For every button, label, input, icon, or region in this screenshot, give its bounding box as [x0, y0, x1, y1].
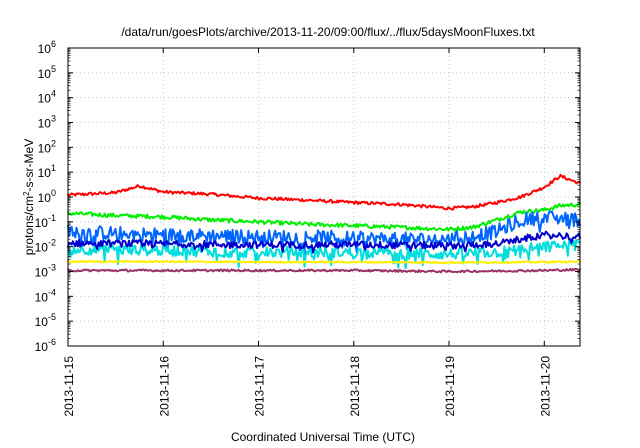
y-tick-label: 10-2 — [35, 238, 56, 255]
series-line-4 — [67, 230, 581, 254]
series-line-1 — [67, 201, 581, 232]
y-tick-label: 10-5 — [35, 312, 56, 329]
plot-area — [67, 173, 581, 274]
x-tick-label: 2013-11-15 — [62, 356, 76, 417]
y-tick-label: 103 — [38, 114, 56, 131]
x-tick-label: 2013-11-18 — [348, 356, 362, 417]
series-line-5 — [67, 259, 581, 265]
y-axis-label: protons/cm2-s-sr-MeV — [22, 139, 37, 255]
grid — [68, 48, 580, 346]
x-axis: 2013-11-15 2013-11-16 2013-11-17 2013-11-18… — [62, 48, 552, 417]
x-tick-label: 2013-11-17 — [253, 356, 267, 417]
y-tick-label: 105 — [38, 64, 56, 81]
series-line-0 — [67, 173, 581, 211]
series-line-2 — [67, 210, 581, 255]
series-line-6 — [67, 267, 581, 274]
y-axis: 10-6 10-5 10-4 10-3 10-2 10-1 100 101 102 103 104 1… — [35, 39, 580, 354]
y-tick-label: 106 — [38, 39, 56, 56]
y-tick-label: 102 — [38, 138, 56, 155]
x-axis-label: Coordinated Universal Time (UTC) — [231, 430, 415, 444]
chart-title: /data/run/goesPlots/archive/2013-11-20/0… — [121, 25, 535, 39]
y-tick-label: 101 — [38, 163, 56, 180]
y-tick-label: 10-6 — [35, 337, 56, 354]
y-tick-label: 10-4 — [35, 287, 56, 304]
x-tick-label: 2013-11-19 — [443, 356, 457, 417]
series-line-3 — [67, 239, 581, 270]
y-tick-label: 100 — [38, 188, 56, 205]
y-tick-label: 10-1 — [35, 213, 56, 230]
x-tick-label: 2013-11-16 — [157, 356, 171, 417]
y-tick-label: 10-3 — [35, 263, 56, 280]
y-tick-label: 104 — [38, 89, 56, 106]
x-tick-label: 2013-11-20 — [538, 356, 552, 417]
